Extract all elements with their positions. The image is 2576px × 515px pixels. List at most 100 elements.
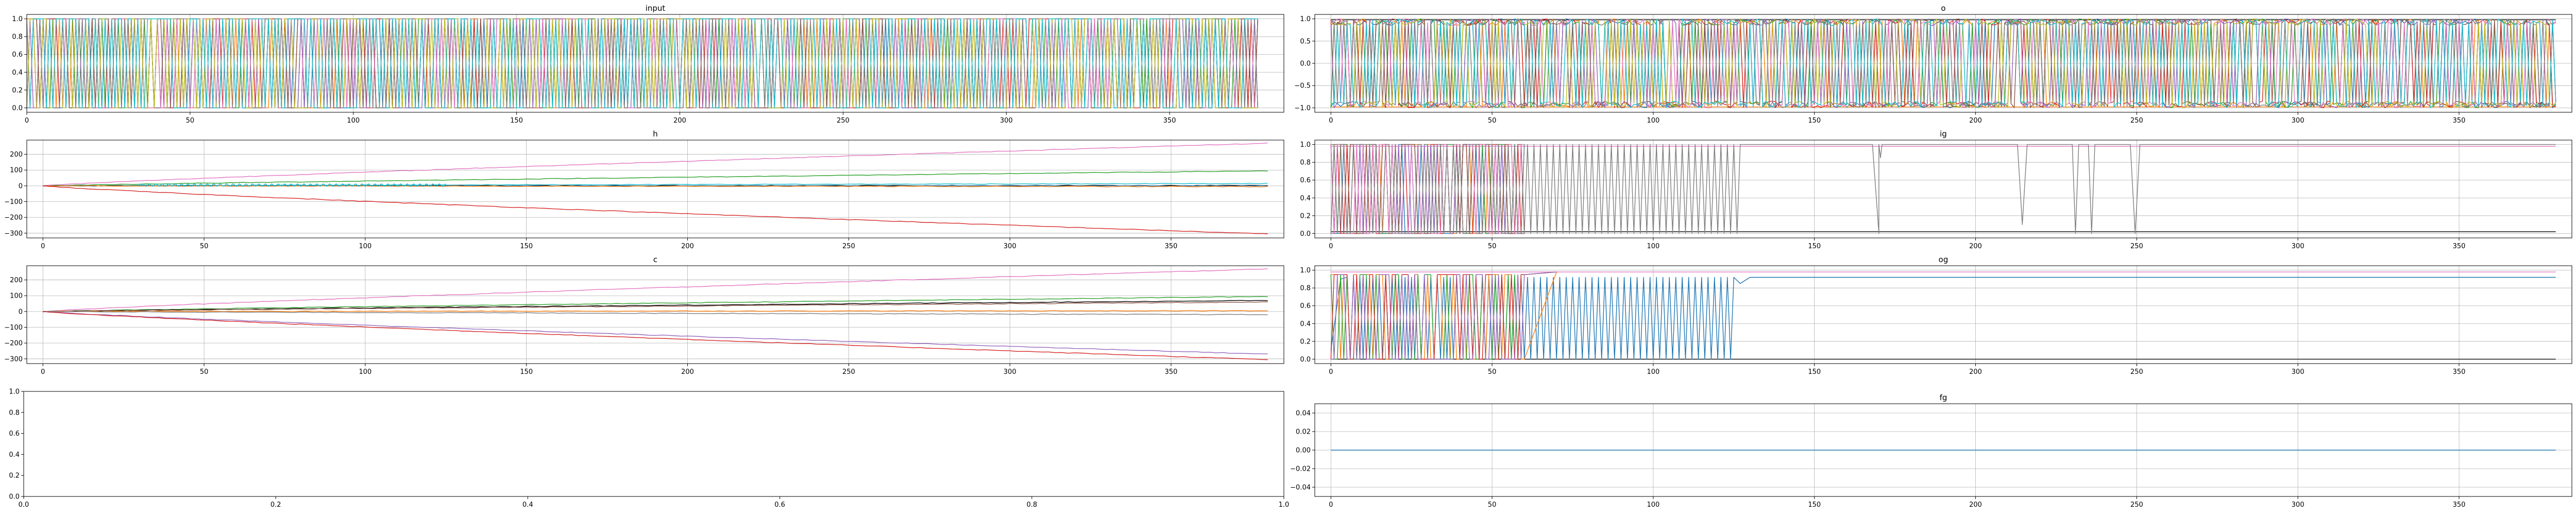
c-series-3 (43, 301, 1268, 312)
x-tick-label: 250 (2130, 501, 2143, 509)
o-series-8 (1331, 19, 2556, 108)
x-tick-label: 100 (347, 117, 360, 125)
x-tick-label: 350 (2453, 243, 2466, 250)
series-group-ig (1330, 144, 2556, 234)
y-tick-label: 0.8 (9, 409, 20, 417)
y-tick-label: 1.0 (12, 15, 23, 23)
y-tick-label: 0.00 (1296, 447, 1311, 455)
y-tick-label: 100 (10, 167, 23, 175)
panel-c: c 0 50 100 150 200 250 300 350 −300 −200 −100 0 100 20… (4, 255, 1284, 376)
x-tick-label: 300 (2292, 243, 2304, 250)
x-tick-label: 200 (1969, 368, 1982, 376)
x-tick-label: 150 (1808, 368, 1821, 376)
x-tick-label: 50 (186, 117, 195, 125)
h-series-0 (43, 142, 1268, 186)
y-tick-label: −0.04 (1290, 484, 1311, 492)
y-tick-label: −200 (4, 214, 23, 222)
h-series-5 (43, 185, 1268, 187)
x-tick-label: 250 (842, 368, 855, 376)
y-tick-label: 1.0 (1300, 267, 1311, 274)
o-series-9 (1331, 19, 2556, 108)
x-tick-label: 250 (2130, 368, 2143, 376)
panel-frame-input (26, 14, 1284, 113)
x-tick-label: 1.0 (1279, 501, 1290, 509)
y-tick-label: 1.0 (1300, 15, 1311, 23)
y-tick-label: 0.0 (1300, 356, 1311, 364)
x-tick-label: 100 (1647, 243, 1660, 250)
c-series-0 (43, 268, 1268, 312)
y-tick-label: −200 (4, 340, 23, 348)
x-tick-label: 150 (510, 117, 523, 125)
y-tick-label: 0.8 (1300, 285, 1311, 293)
panel-input: input 0 50 100 150 200 250 300 350 0.0 0.2 0.4 0.6 0.… (12, 4, 1284, 125)
panel-title-input: input (646, 4, 666, 13)
x-tick-label: 50 (200, 368, 209, 376)
y-tick-label: 100 (10, 293, 23, 300)
x-tick-label: 250 (2130, 117, 2143, 125)
c-series-6 (43, 311, 1268, 354)
x-tick-label: 150 (520, 368, 533, 376)
y-tick-label: 0.5 (1300, 38, 1311, 45)
panel-og: og 0 50 100 150 200 250 300 350 0.0 0.2 0.4 0.6 0.8 1.… (1300, 255, 2572, 376)
y-tick-label: 0.2 (1300, 212, 1311, 220)
x-tick-label: 200 (1969, 117, 1982, 125)
x-tick-label: 50 (1488, 117, 1497, 125)
x-tick-label: 300 (1004, 368, 1016, 376)
h-series-6 (43, 185, 1268, 234)
ig-grey-series (1524, 144, 2556, 234)
y-tick-label: −300 (4, 355, 23, 363)
x-tick-label: 150 (1808, 243, 1821, 250)
x-tick-label: 300 (2292, 501, 2304, 509)
panel-title-h: h (653, 129, 658, 139)
panel-frame-h (26, 140, 1284, 238)
panel-ig: ig 0 50 100 150 200 250 300 350 0.0 0.2 0.4 0.6 0.8 1.… (1300, 129, 2572, 250)
x-tick-label: 150 (520, 243, 533, 250)
x-tick-label: 100 (359, 243, 372, 250)
series-group-og (1330, 271, 2556, 360)
y-tick-label: 0.6 (1300, 302, 1311, 310)
x-tick-label: 0 (1329, 501, 1333, 509)
x-tick-label: 0 (1329, 117, 1333, 125)
x-tick-label: 250 (837, 117, 850, 125)
panel-empty: 0.0 0.2 0.4 0.6 0.8 1.0 0.0 0.2 0.4 0.6 0.8 1.0 (9, 388, 1289, 509)
x-tick-label: 0 (1329, 243, 1333, 250)
h-series-1 (43, 170, 1268, 187)
x-tick-label: 200 (673, 117, 686, 125)
x-tick-label: 0 (41, 368, 45, 376)
y-tick-label: 0.2 (1300, 338, 1311, 346)
panel-o: o 0 50 100 150 200 250 300 350 −1.0 −0.5 0.0 0.5 1.0 (1294, 4, 2572, 125)
x-tick-label: 300 (2292, 368, 2304, 376)
y-tick-label: 1.0 (9, 388, 20, 396)
x-tick-label: 350 (2453, 368, 2466, 376)
panel-title-c: c (653, 255, 657, 264)
series-group-c (43, 268, 1268, 360)
y-tick-label: −0.02 (1290, 466, 1311, 473)
series-group-h (43, 142, 1268, 234)
og-series-2 (1330, 271, 1557, 360)
og-series-4 (1331, 271, 1557, 360)
y-tick-label: 0.4 (12, 69, 23, 77)
og-blue-series (1330, 277, 2556, 360)
input-series-9 (27, 18, 1258, 109)
x-tick-label: 350 (2453, 501, 2466, 509)
c-series-4 (43, 310, 1268, 312)
x-tick-label: 200 (681, 243, 694, 250)
panel-title-og: og (1939, 255, 1948, 264)
y-tick-label: 0.4 (1300, 195, 1311, 202)
x-tick-label: 50 (1488, 501, 1497, 509)
y-tick-label: 0.8 (12, 33, 23, 41)
x-tick-label: 50 (1488, 243, 1497, 250)
y-tick-label: 200 (10, 277, 23, 284)
y-tick-label: 0.0 (9, 493, 20, 501)
x-tick-label: 350 (1163, 117, 1176, 125)
y-tick-label: −100 (4, 324, 23, 332)
x-tick-label: 350 (1165, 243, 1178, 250)
y-tick-label: 0.0 (12, 105, 23, 112)
y-tick-label: 0 (19, 308, 23, 316)
x-tick-label: 0.6 (774, 501, 785, 509)
x-tick-label: 300 (2292, 117, 2304, 125)
x-tick-label: 150 (1808, 501, 1821, 509)
panel-frame-og (1314, 265, 2572, 364)
o-series-6 (1331, 19, 2556, 108)
